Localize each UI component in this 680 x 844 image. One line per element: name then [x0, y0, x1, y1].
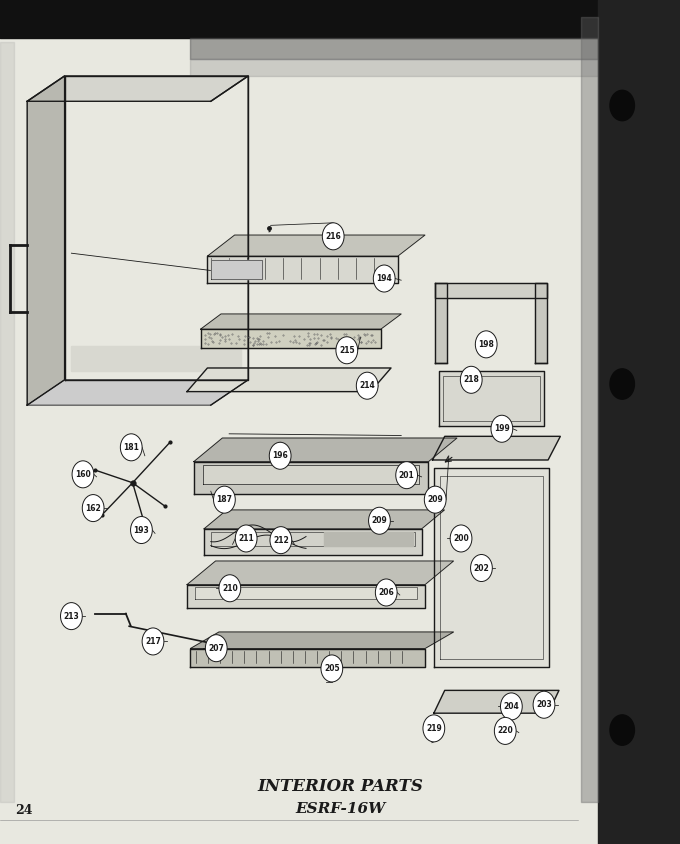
Polygon shape — [439, 371, 544, 426]
Polygon shape — [432, 436, 560, 460]
Polygon shape — [195, 587, 417, 599]
Circle shape — [471, 555, 492, 582]
Text: 187: 187 — [216, 495, 233, 504]
Text: 210: 210 — [222, 584, 238, 592]
Text: 160: 160 — [75, 470, 91, 479]
Polygon shape — [187, 585, 425, 608]
Circle shape — [375, 579, 397, 606]
Text: 194: 194 — [376, 274, 392, 283]
Text: 202: 202 — [473, 564, 490, 572]
Circle shape — [610, 369, 634, 399]
Circle shape — [494, 717, 516, 744]
Polygon shape — [204, 529, 422, 555]
Polygon shape — [187, 561, 454, 585]
Polygon shape — [535, 283, 547, 363]
Circle shape — [72, 461, 94, 488]
Circle shape — [610, 90, 634, 121]
Circle shape — [356, 372, 378, 399]
Circle shape — [460, 366, 482, 393]
Text: 201: 201 — [398, 471, 415, 479]
Circle shape — [219, 575, 241, 602]
Text: 216: 216 — [325, 232, 341, 241]
Text: 213: 213 — [63, 612, 80, 620]
Circle shape — [61, 603, 82, 630]
Text: 24: 24 — [15, 803, 33, 817]
Text: 207: 207 — [208, 644, 224, 652]
Polygon shape — [324, 532, 413, 546]
Polygon shape — [194, 438, 457, 462]
Text: INTERIOR PARTS: INTERIOR PARTS — [257, 778, 423, 795]
Text: 219: 219 — [426, 724, 442, 733]
Circle shape — [235, 525, 257, 552]
Polygon shape — [207, 257, 398, 283]
Circle shape — [322, 223, 344, 250]
Circle shape — [205, 635, 227, 662]
Text: 211: 211 — [238, 534, 254, 543]
Polygon shape — [207, 235, 425, 257]
Circle shape — [423, 715, 445, 742]
Polygon shape — [27, 380, 248, 405]
Text: 206: 206 — [378, 588, 394, 597]
Polygon shape — [435, 283, 547, 298]
Polygon shape — [201, 314, 401, 329]
Circle shape — [475, 331, 497, 358]
Polygon shape — [194, 462, 428, 494]
Polygon shape — [204, 510, 445, 529]
Polygon shape — [435, 283, 447, 363]
Circle shape — [533, 691, 555, 718]
Polygon shape — [211, 260, 262, 279]
Polygon shape — [434, 690, 559, 713]
Polygon shape — [27, 76, 65, 405]
Text: 162: 162 — [85, 504, 101, 512]
Text: 196: 196 — [272, 452, 288, 460]
Circle shape — [82, 495, 104, 522]
Circle shape — [142, 628, 164, 655]
Text: 204: 204 — [503, 702, 520, 711]
Text: 198: 198 — [478, 340, 494, 349]
Circle shape — [336, 337, 358, 364]
Text: 200: 200 — [453, 534, 469, 543]
Polygon shape — [201, 329, 381, 348]
Circle shape — [450, 525, 472, 552]
Text: 212: 212 — [273, 536, 289, 544]
Circle shape — [396, 462, 418, 489]
Circle shape — [491, 415, 513, 442]
Circle shape — [214, 486, 235, 513]
Polygon shape — [27, 76, 248, 101]
Circle shape — [424, 486, 446, 513]
Polygon shape — [190, 648, 425, 667]
Text: 193: 193 — [133, 526, 150, 534]
Text: 205: 205 — [324, 664, 339, 673]
Polygon shape — [187, 368, 391, 392]
Circle shape — [500, 693, 522, 720]
Circle shape — [373, 265, 395, 292]
Text: ESRF-16W: ESRF-16W — [295, 802, 385, 815]
Text: 199: 199 — [494, 425, 510, 433]
Circle shape — [369, 507, 390, 534]
Circle shape — [269, 442, 291, 469]
Circle shape — [120, 434, 142, 461]
Polygon shape — [71, 346, 241, 371]
Text: 220: 220 — [497, 727, 513, 735]
Circle shape — [131, 517, 152, 544]
Text: 203: 203 — [536, 701, 552, 709]
Text: 215: 215 — [339, 346, 354, 354]
Text: 217: 217 — [145, 637, 161, 646]
Text: 181: 181 — [123, 443, 139, 452]
Text: 214: 214 — [359, 381, 375, 390]
Circle shape — [321, 655, 343, 682]
Circle shape — [610, 715, 634, 745]
Text: 218: 218 — [463, 376, 479, 384]
Circle shape — [270, 527, 292, 554]
Polygon shape — [434, 468, 549, 667]
Polygon shape — [190, 632, 454, 648]
Text: 209: 209 — [427, 495, 443, 504]
Polygon shape — [203, 465, 419, 484]
Text: 209: 209 — [371, 517, 388, 525]
